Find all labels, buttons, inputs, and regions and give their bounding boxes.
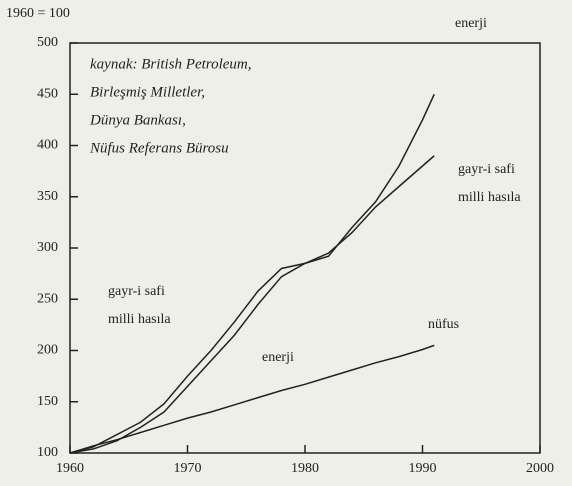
source-note: kaynak: British Petroleum, bbox=[90, 56, 251, 72]
series-line bbox=[69, 93, 435, 454]
x-tick-label: 1970 bbox=[174, 461, 202, 476]
x-tick-label: 1980 bbox=[291, 461, 319, 476]
annotation: milli hasıla bbox=[108, 312, 171, 327]
series-label: gayr-i safi bbox=[458, 162, 515, 177]
source-note: Nüfus Referans Bürosu bbox=[89, 140, 229, 156]
source-note: Dünya Bankası, bbox=[89, 112, 186, 128]
y-tick-label: 250 bbox=[37, 291, 58, 306]
y-tick-label: 300 bbox=[37, 240, 58, 255]
x-tick-label: 1990 bbox=[409, 461, 437, 476]
y-tick-label: 150 bbox=[37, 394, 58, 409]
annotation: enerji bbox=[262, 350, 294, 365]
series-line bbox=[69, 344, 435, 454]
series-label: enerji bbox=[455, 16, 487, 31]
series-label: nüfus bbox=[428, 317, 459, 332]
source-note: Birleşmiş Milletler, bbox=[90, 84, 205, 100]
y-tick-label: 500 bbox=[37, 35, 58, 50]
y-tick-label: 350 bbox=[37, 189, 58, 204]
chart-title: 1960 = 100 bbox=[6, 6, 70, 21]
series-line bbox=[69, 155, 435, 454]
y-tick-label: 450 bbox=[37, 86, 58, 101]
series-label: milli hasıla bbox=[458, 190, 521, 205]
y-tick-label: 100 bbox=[37, 445, 58, 460]
y-tick-label: 400 bbox=[37, 138, 58, 153]
annotation: gayr-i safi bbox=[108, 284, 165, 299]
x-tick-label: 2000 bbox=[526, 461, 554, 476]
y-tick-label: 200 bbox=[37, 343, 58, 358]
x-tick-label: 1960 bbox=[56, 461, 84, 476]
